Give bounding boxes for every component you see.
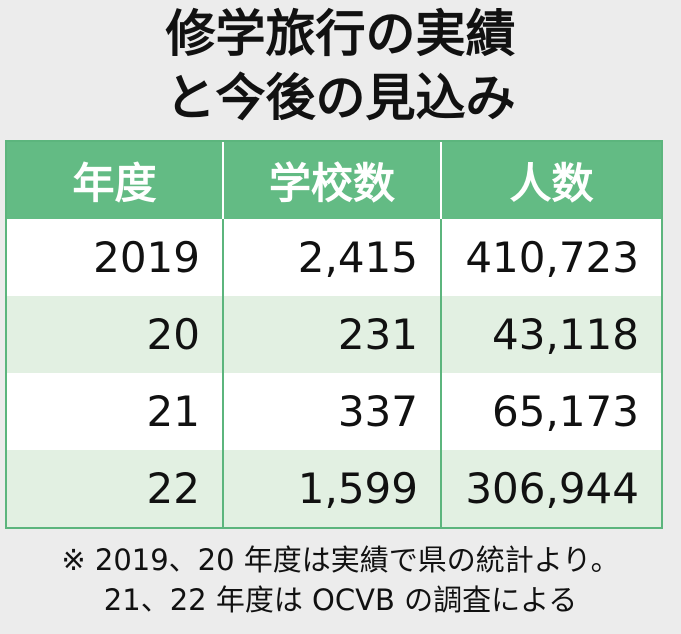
table-cell: 306,944	[465, 464, 639, 513]
table-row: 21 337 65,173	[7, 373, 661, 450]
header-row: 年度 学校数 人数	[7, 142, 661, 219]
table-cell: 231	[224, 296, 442, 373]
table-cell: 21	[7, 373, 224, 450]
footnote-line: 21、22 年度は OCVB の調査による	[103, 583, 578, 617]
table-row: 22 1,599 306,944	[7, 450, 661, 527]
table-cell: 410,723	[465, 233, 639, 282]
column-header: 人数	[509, 159, 594, 208]
title-line: と今後の見込み	[165, 69, 516, 127]
title-line: 修学旅行の実績	[165, 5, 516, 63]
table-cell: 22	[7, 450, 224, 527]
table-cell: 2019	[7, 219, 224, 296]
table-row: 2019 2,415 410,723	[7, 219, 661, 296]
column-header: 年度	[7, 142, 224, 219]
table: 年度 学校数 人数 2019 2,415 410,723 20 231 43,118 21 337 6…	[5, 140, 663, 529]
footnote: ※ 2019、20 年度は実績で県の統計より。 21、22 年度は OCVB の…	[0, 540, 681, 620]
table-cell: 65,173	[492, 387, 639, 436]
table-cell: 2,415	[224, 219, 442, 296]
footnote-line: ※ 2019、20 年度は実績で県の統計より。	[61, 543, 620, 577]
table-cell: 20	[7, 296, 224, 373]
title: 修学旅行の実績 と今後の見込み	[0, 2, 681, 130]
table-cell: 43,118	[492, 310, 639, 359]
table-row: 20 231 43,118	[7, 296, 661, 373]
table-cell: 337	[224, 373, 442, 450]
table-cell: 1,599	[224, 450, 442, 527]
column-header: 学校数	[224, 142, 442, 219]
